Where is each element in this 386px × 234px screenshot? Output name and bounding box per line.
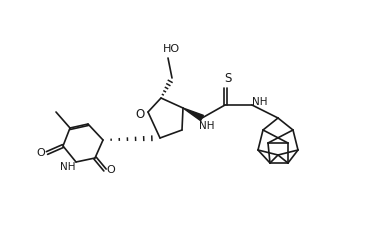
- Polygon shape: [183, 108, 203, 121]
- Text: O: O: [135, 109, 145, 121]
- Text: NH: NH: [199, 121, 215, 131]
- Text: S: S: [224, 73, 232, 85]
- Text: O: O: [107, 165, 115, 175]
- Text: O: O: [37, 148, 46, 158]
- Text: NH: NH: [252, 97, 268, 107]
- Text: NH: NH: [60, 162, 76, 172]
- Text: HO: HO: [163, 44, 179, 54]
